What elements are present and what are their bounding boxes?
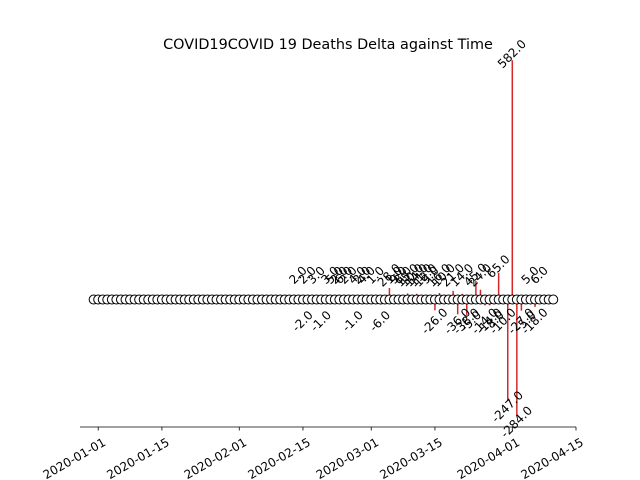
x-tick-label-5: 2020-03-15 (377, 435, 444, 480)
x-tick-label-6: 2020-04-01 (455, 435, 522, 480)
x-tick-label-4: 2020-03-01 (314, 435, 381, 480)
x-tick-label-2: 2020-02-01 (182, 435, 249, 480)
stems (297, 60, 541, 417)
day-marker (548, 294, 559, 305)
point-labels: 2.0-2.02.03.0-1.03.05.02.06.02.0-1.04.02… (286, 37, 551, 441)
point-label-10: -1.0 (339, 308, 365, 334)
x-tick-label-0: 2020-01-01 (41, 435, 108, 480)
point-label-15: -6.0 (367, 308, 393, 334)
point-label-4: -1.0 (308, 308, 334, 334)
x-tick-label-7: 2020-04-15 (518, 435, 585, 480)
x-tick-label-3: 2020-02-15 (245, 435, 312, 480)
chart-title: COVID19COVID 19 Deaths Delta against Tim… (163, 37, 493, 53)
x-tick-label-1: 2020-01-15 (104, 435, 171, 480)
markers (88, 294, 559, 305)
